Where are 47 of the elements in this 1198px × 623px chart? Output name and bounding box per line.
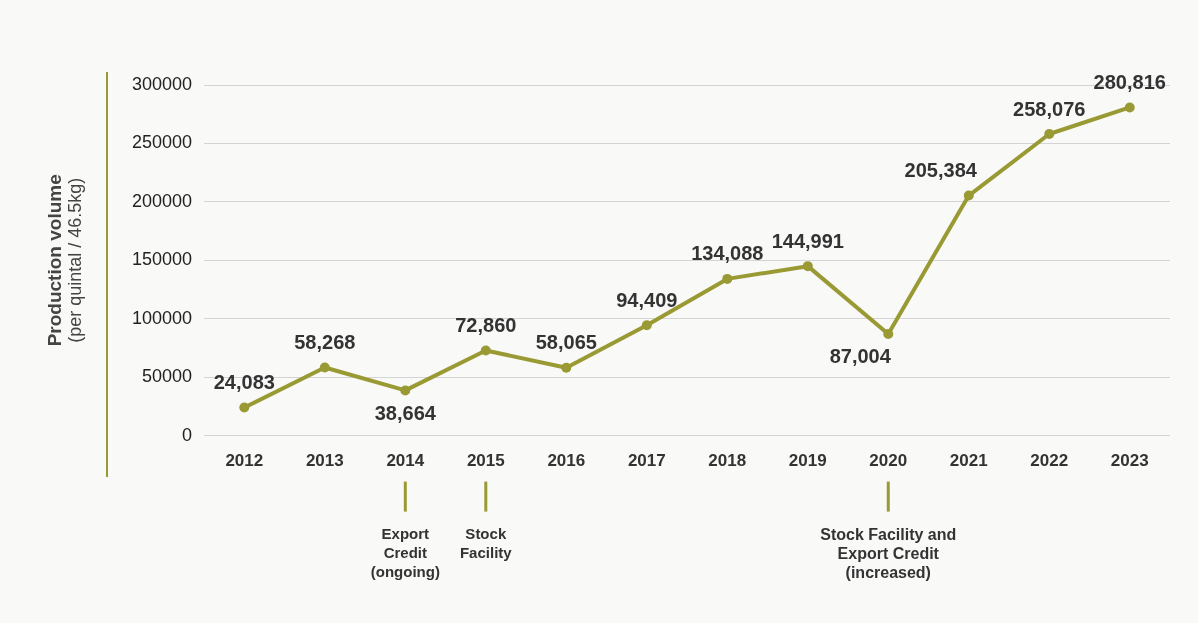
- text: 58,065: [535, 331, 597, 354]
- point: [400, 385, 411, 396]
- x-tick-label: 2019: [788, 451, 827, 471]
- annotation: Stock Facility: [459, 525, 513, 562]
- y-tick-label: 150000: [131, 249, 193, 270]
- point: [561, 362, 572, 373]
- text: 134,088: [691, 242, 764, 265]
- y-axis-title: Production volume (per quintal / 46.5kg): [44, 174, 85, 347]
- text: 144,991: [771, 229, 844, 252]
- text: 24,083: [213, 370, 275, 393]
- x-tick-label: 2021: [949, 451, 988, 471]
- x-tick-label: 2014: [386, 451, 425, 471]
- y-tick-label: 50000: [142, 366, 193, 387]
- point: [319, 362, 330, 373]
- x-tick-label: 2022: [1030, 451, 1069, 471]
- text: 87,004: [829, 345, 891, 368]
- x-tick-label: 2017: [627, 451, 666, 471]
- point: [1124, 102, 1135, 113]
- x-tick-label: 2020: [869, 451, 908, 471]
- annotation: Stock Facility and Export Credit (increased): [820, 526, 957, 582]
- y-tick-label: 200000: [131, 190, 193, 211]
- point: [963, 190, 974, 201]
- y-tick-label: 300000: [131, 73, 193, 94]
- point: [1044, 129, 1055, 139]
- text: 38,664: [374, 401, 436, 424]
- text: 280,816: [1093, 70, 1166, 93]
- point: [641, 320, 652, 331]
- point: [480, 345, 491, 356]
- text: 94,409: [616, 288, 678, 311]
- annotation: Export Credit (ongoing): [370, 525, 440, 581]
- y-tick-label: 100000: [131, 307, 193, 328]
- point: [239, 402, 250, 413]
- point: [802, 261, 813, 272]
- x-tick-label: 2012: [225, 451, 264, 471]
- point: [722, 273, 733, 284]
- text: 205,384: [904, 159, 977, 182]
- x-tick-label: 2013: [305, 451, 344, 471]
- x-tick-label: 2015: [466, 451, 505, 471]
- x-tick-label: 2023: [1110, 451, 1149, 471]
- text: 72,860: [455, 313, 517, 336]
- y-tick-label: 250000: [131, 132, 193, 153]
- x-tick-label: 2016: [547, 451, 586, 471]
- point: [883, 328, 894, 339]
- x-tick-label: 2018: [708, 451, 747, 471]
- text: 58,268: [294, 331, 356, 354]
- text: 258,076: [1013, 97, 1086, 120]
- y-tick-label: 0: [182, 424, 193, 445]
